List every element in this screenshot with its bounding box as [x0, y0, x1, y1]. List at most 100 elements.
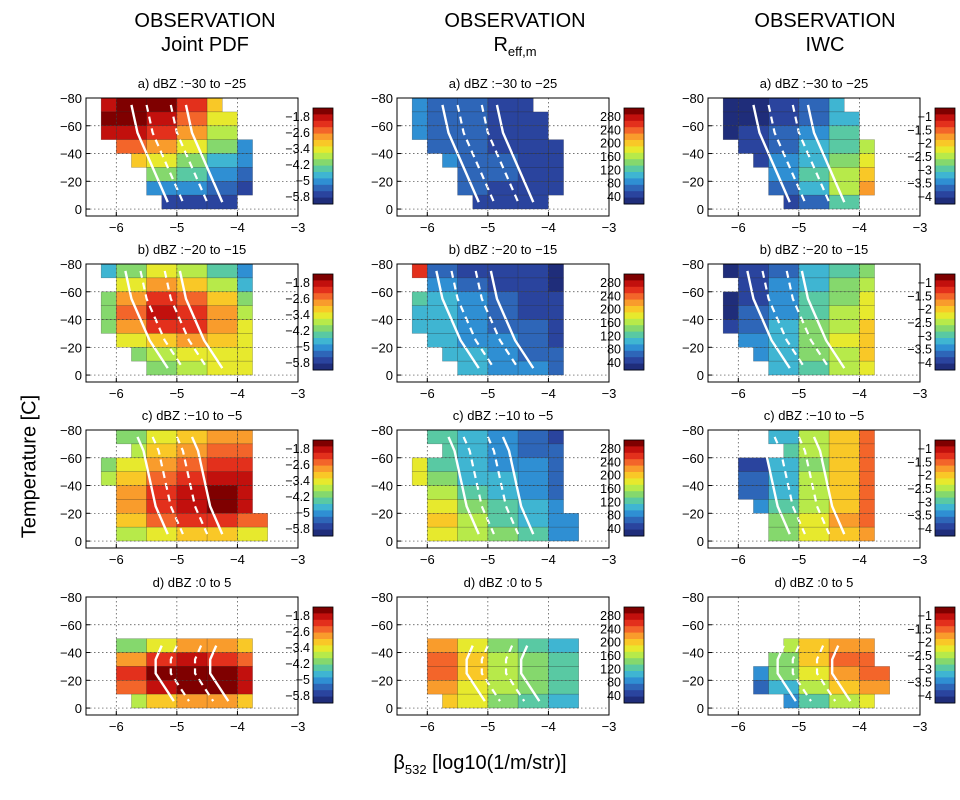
colorbar-tick-label: 80 [607, 343, 621, 357]
data-cell [798, 680, 830, 695]
colorbar-segment [624, 491, 644, 499]
colorbar-segment [935, 440, 955, 447]
colorbar-segment [313, 658, 333, 666]
data-cell [411, 305, 428, 320]
colorbar-tick-label: −5 [296, 673, 310, 687]
data-cell [828, 319, 860, 334]
colorbar-tick-label: −1.8 [285, 442, 310, 456]
colorbar-segment [313, 184, 333, 192]
data-cell [487, 181, 519, 196]
data-cell [548, 693, 579, 709]
data-cells [738, 430, 875, 542]
colorbar-segment [624, 529, 644, 537]
data-cell [100, 457, 117, 472]
panel-2-0: −6 −5 −4 −3 −80 −60 −40 −20 0 c) dBZ :−10 to −5 −1… [60, 408, 334, 567]
data-cell [722, 98, 739, 113]
white-solid-line [746, 270, 791, 369]
colorbar-tick-label: −4 [918, 190, 932, 204]
data-cell [146, 666, 178, 681]
data-cell [100, 125, 117, 140]
data-cell [442, 347, 458, 362]
data-cell [206, 666, 238, 681]
data-cell [206, 291, 238, 306]
data-cell [487, 638, 519, 653]
colorbar-segment [935, 645, 955, 653]
colorbar-segment [624, 318, 644, 326]
colorbar-segment [935, 690, 955, 698]
data-cell [859, 666, 890, 681]
data-cell [206, 638, 238, 653]
data-cell [798, 499, 830, 514]
colorbar-tick-label: −2.5 [907, 482, 932, 496]
axes-frame [85, 263, 299, 383]
colorbar-tick-label: −1.5 [907, 455, 932, 469]
data-cell [828, 125, 860, 140]
data-cell [517, 471, 549, 486]
data-cell [116, 277, 147, 293]
data-cell [457, 277, 489, 293]
data-cell [548, 666, 579, 681]
colorbar-tick-label: −3.5 [907, 177, 932, 191]
colorbar-segment [935, 639, 955, 646]
colorbar-segment [313, 690, 333, 698]
colorbar-frame [312, 273, 334, 371]
y-tick-label: −80 [60, 423, 82, 438]
data-cell [798, 111, 830, 127]
x-tick-label: −3 [913, 552, 928, 567]
column-title-iwc: OBSERVATION IWC [665, 9, 960, 64]
y-tick-label: −60 [60, 618, 82, 633]
data-cell [828, 471, 860, 486]
data-cell [798, 693, 830, 709]
colorbar-tick-label: −4.2 [285, 324, 310, 338]
data-cell [517, 181, 549, 196]
colorbar-tick-label: 80 [607, 676, 621, 690]
colorbar-segment [313, 127, 333, 135]
data-cell [548, 360, 564, 376]
data-cell [548, 430, 564, 445]
white-dashed-line [791, 645, 812, 702]
colorbar-tick-label: −5 [296, 174, 310, 188]
x-tick-label: −4 [852, 719, 867, 734]
panel-title: a) dBZ :−30 to −25 [760, 76, 868, 91]
data-cell [798, 652, 830, 667]
data-cell [738, 457, 769, 472]
colorbar-tick-label: −1 [918, 442, 932, 456]
x-tick-label: −4 [230, 552, 245, 567]
data-cell [548, 181, 564, 196]
x-tick-label: −3 [291, 386, 306, 401]
colorbar-segment [935, 446, 955, 454]
y-tick-label: −20 [682, 340, 704, 355]
colorbar-segment [935, 146, 955, 154]
colorbar-segment [313, 452, 333, 460]
x-tick-label: −4 [230, 719, 245, 734]
data-cell [738, 305, 769, 320]
colorbar-segment [935, 504, 955, 511]
data-cell [237, 443, 253, 459]
data-cells [100, 430, 268, 542]
x-tick-label: −3 [913, 386, 928, 401]
data-cell [487, 291, 519, 306]
y-tick-label: 0 [697, 368, 704, 383]
data-cell [176, 666, 208, 681]
colorbar-segment [313, 363, 333, 371]
colorbar-segment [935, 484, 955, 492]
data-cell [548, 153, 564, 168]
column-title-line2: Reff,m [493, 34, 537, 59]
colorbar-segment [313, 523, 333, 531]
data-cell [859, 457, 875, 472]
colorbar-tick-label: 160 [600, 316, 621, 330]
colorbar-segment [624, 671, 644, 678]
data-cell [146, 125, 178, 140]
colorbar-segment [313, 683, 333, 691]
y-tick-label: 0 [386, 368, 393, 383]
x-tick-label: −3 [291, 552, 306, 567]
colorbar-segment [935, 658, 955, 666]
colorbar-tick-label: −3.4 [285, 474, 310, 488]
axes-frame [396, 596, 610, 716]
colorbar-segment [935, 363, 955, 371]
data-cell [411, 125, 428, 140]
panel-1-0: −6 −5 −4 −3 −80 −60 −40 −20 0 b) dBZ :−20 to −15 −… [60, 242, 334, 401]
data-cell [798, 347, 830, 362]
white-dashed-line [169, 645, 190, 702]
data-cell [517, 111, 549, 127]
